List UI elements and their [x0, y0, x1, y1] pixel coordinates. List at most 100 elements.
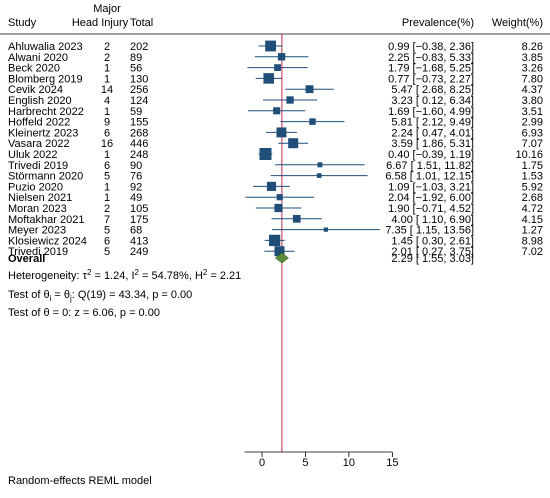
total-count: 413	[130, 235, 148, 247]
total-count: 202	[130, 41, 148, 53]
study-marker	[274, 203, 283, 213]
study-row: Puzio 2020 1 92 1.09 [−1.03, 3.21] 5.92	[8, 181, 543, 193]
study-row: Trivedi 2019 5 249 2.01 [ 0.27, 3.75] 7.02	[8, 246, 543, 258]
prevalence-ci: 2.01 [ 0.27, 3.75]	[391, 246, 474, 258]
weight-value: 7.07	[522, 138, 543, 150]
prevalence-ci: 6.58 [ 1.01, 12.15]	[385, 171, 474, 183]
overall-label: Overall	[8, 253, 45, 265]
overall-row: Overall 2.29 [ 1.55, 3.03]	[8, 252, 474, 265]
total-count: 68	[130, 225, 142, 237]
prevalence-ci: 2.04 [−1.92, 6.00]	[388, 192, 474, 204]
weight-value: 2.99	[522, 117, 543, 129]
head-injury-count: 5	[104, 246, 110, 258]
head-injury-count: 6	[104, 235, 110, 247]
overall-ci-text: 2.29 [ 1.55, 3.03]	[391, 253, 474, 265]
weight-value: 1.27	[522, 225, 543, 237]
study-name: Klosiewicz 2024	[8, 235, 87, 247]
study-marker	[292, 214, 301, 223]
x-tick-label: 15	[386, 457, 398, 469]
weight-value: 4.15	[522, 214, 543, 226]
weight-column-header: Weight(%)	[492, 17, 543, 29]
study-name: Hoffeld 2022	[8, 117, 70, 129]
model-footnote: Random-effects REML model	[8, 475, 152, 487]
x-tick-label: 10	[343, 457, 355, 469]
study-row: Meyer 2023 5 68 7.35 [ 1.15, 13.56] 1.27	[8, 225, 543, 237]
study-row: Klosiewicz 2024 6 413 1.45 [ 0.30, 2.61] 8.9…	[8, 234, 543, 247]
study-marker	[276, 194, 283, 201]
study-marker	[288, 138, 299, 149]
study-marker	[276, 127, 287, 138]
total-count: 92	[130, 181, 142, 193]
prevalence-ci: 5.81 [ 2.12, 9.49]	[391, 117, 474, 129]
study-name: Moran 2023	[8, 203, 67, 215]
study-row: English 2020 4 124 3.23 [ 0.12, 6.34] 3.80	[8, 95, 543, 107]
study-row: Hoffeld 2022 9 155 5.81 [ 2.12, 9.49] 2.99	[8, 117, 543, 129]
study-marker	[305, 85, 314, 94]
weight-value: 3.26	[522, 63, 543, 75]
head-injury-count: 5	[104, 225, 110, 237]
head-injury-count: 2	[104, 41, 110, 53]
head-injury-count: 1	[104, 73, 110, 85]
total-count: 446	[130, 138, 148, 150]
head-injury-count: 1	[104, 149, 110, 161]
study-name: Puzio 2020	[8, 181, 63, 193]
prevalence-ci: 7.35 [ 1.15, 13.56]	[385, 225, 474, 237]
study-marker	[286, 96, 294, 104]
study-row: Blomberg 2019 1 130 0.77 [−0.73, 2.27] 7.80	[8, 73, 543, 85]
head-injury-count: 1	[104, 106, 110, 118]
study-row: Moftakhar 2021 7 175 4.00 [ 1.10, 6.90] 4.15	[8, 214, 543, 226]
head-injury-header-line2: Head Injury	[72, 17, 129, 29]
weight-value: 7.80	[522, 73, 543, 85]
total-count: 49	[130, 192, 142, 204]
study-row: Cevik 2024 14 256 5.47 [ 2.68, 8.25] 4.37	[8, 84, 543, 96]
weight-value: 5.92	[522, 181, 543, 193]
head-injury-count: 14	[101, 84, 113, 96]
head-injury-count: 1	[104, 63, 110, 75]
prevalence-column-header: Prevalence(%)	[402, 17, 474, 29]
study-marker	[317, 162, 323, 168]
head-injury-count: 5	[104, 171, 110, 183]
prevalence-ci: 3.59 [ 1.86, 5.31]	[391, 138, 474, 150]
head-injury-header-line1: Major	[93, 3, 121, 15]
study-row: Ahluwalia 2023 2 202 0.99 [−0.38, 2.36] 8.26	[8, 40, 543, 53]
weight-value: 1.75	[522, 160, 543, 172]
study-row: Nielsen 2021 1 49 2.04 [−1.92, 6.00] 2.68	[8, 192, 543, 204]
head-injury-count: 2	[104, 52, 110, 64]
study-marker	[323, 227, 328, 232]
heterogeneity-text: Heterogeneity: τ2 = 1.24, I2 = 54.78%, H…	[8, 268, 241, 282]
head-injury-count: 6	[104, 160, 110, 172]
total-count: 256	[130, 84, 148, 96]
x-tick-label: 0	[259, 457, 265, 469]
total-count: 248	[130, 149, 148, 161]
study-name: Störmann 2020	[8, 171, 83, 183]
total-count: 130	[130, 73, 148, 85]
total-count: 249	[130, 246, 148, 258]
weight-value: 10.16	[515, 149, 543, 161]
study-row: Uluk 2022 1 248 0.40 [−0.39, 1.19] 10.16	[8, 148, 543, 161]
total-count: 105	[130, 203, 148, 215]
total-count: 59	[130, 106, 142, 118]
prevalence-ci: 0.77 [−0.73, 2.27]	[388, 73, 474, 85]
total-column-header: Total	[130, 17, 153, 29]
total-count: 155	[130, 117, 148, 129]
study-marker	[263, 73, 274, 84]
head-injury-count: 4	[104, 95, 110, 107]
head-injury-count: 16	[101, 138, 113, 150]
weight-value: 6.93	[522, 127, 543, 139]
study-name: Nielsen 2021	[8, 192, 72, 204]
overall-effect-test-text: Test of θ = 0: z = 6.06, p = 0.00	[8, 307, 160, 319]
total-count: 268	[130, 127, 148, 139]
study-name: Uluk 2022	[8, 149, 58, 161]
study-marker	[274, 64, 281, 71]
prevalence-ci: 2.25 [−0.83, 5.33]	[388, 52, 474, 64]
homogeneity-test-text: Test of θi = θj: Q(19) = 43.34, p = 0.00	[8, 289, 192, 303]
weight-value: 3.51	[522, 106, 543, 118]
prevalence-ci: 1.09 [−1.03, 3.21]	[388, 181, 474, 193]
total-count: 90	[130, 160, 142, 172]
study-marker	[309, 118, 316, 125]
prevalence-ci: 1.69 [−1.60, 4.99]	[388, 106, 474, 118]
overall-diamond	[274, 252, 289, 264]
study-name: English 2020	[8, 95, 72, 107]
study-name: Kleinertz 2023	[8, 127, 78, 139]
